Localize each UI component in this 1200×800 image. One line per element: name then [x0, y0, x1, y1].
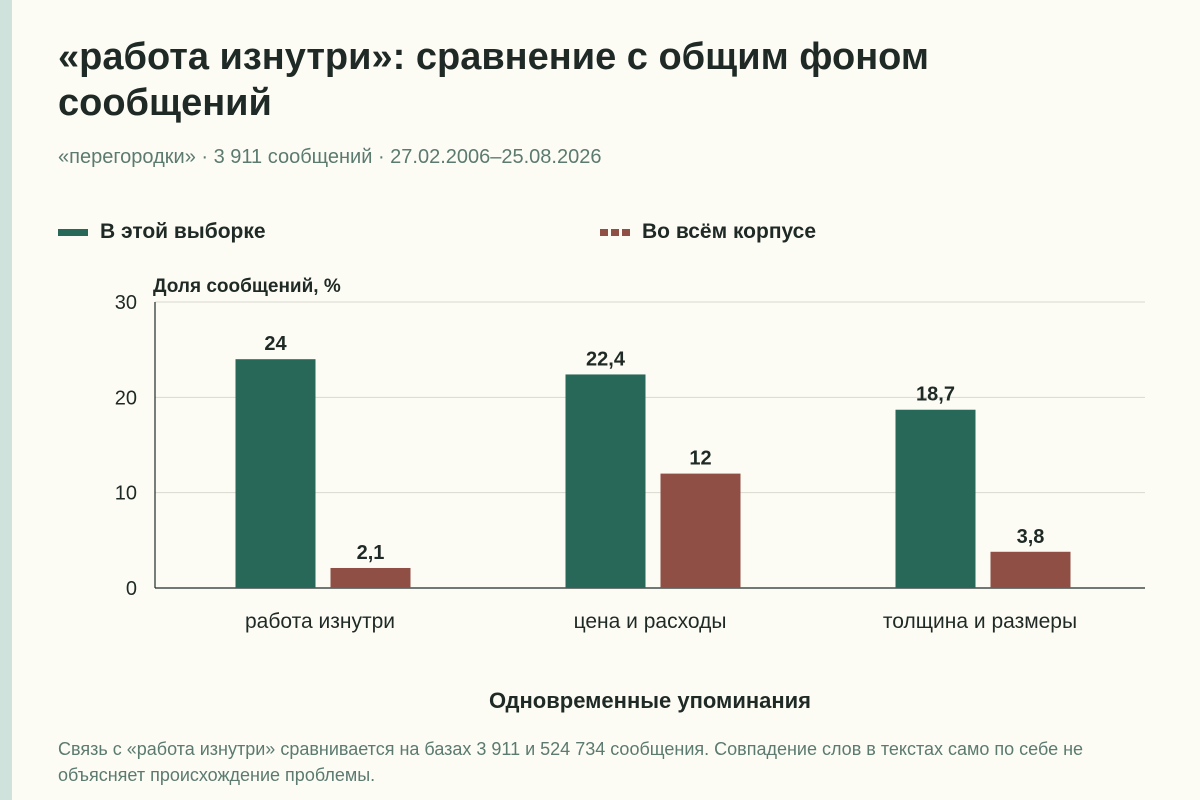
bar-chart: 0 10 20 30 Доля сообщений, % 24 2,1 работа изну…	[115, 276, 1145, 713]
bar-corpus	[990, 551, 1071, 588]
y-tick-label: 30	[115, 292, 137, 314]
legend-label-corpus: Во всём корпусе	[642, 220, 817, 243]
chart-title: «работа изнутри»: сравнение с общим фоно…	[58, 36, 929, 124]
legend-item-corpus: Во всём корпусе	[600, 220, 816, 244]
y-tick-label: 10	[115, 483, 137, 505]
x-category-label: цена и расходы	[574, 610, 727, 633]
bar-sample	[235, 359, 316, 588]
chart-subtitle: «перегородки» · 3 911 сообщений · 27.02.…	[58, 146, 602, 168]
legend-item-sample: В этой выборке	[58, 220, 266, 244]
x-category-label: работа изнутри	[245, 610, 395, 633]
bar-corpus	[660, 473, 741, 588]
y-tick-label: 20	[115, 387, 137, 409]
bar-value-label: 12	[689, 448, 711, 470]
left-accent-strip	[0, 0, 12, 800]
bar-sample	[895, 409, 976, 588]
bar-value-label: 3,8	[1017, 526, 1045, 548]
legend-label-sample: В этой выборке	[100, 220, 266, 243]
bar-value-label: 2,1	[357, 542, 385, 564]
bar-sample	[565, 374, 646, 588]
legend-swatch-sample	[58, 228, 88, 236]
bar-value-label: 22,4	[586, 348, 626, 370]
bar-value-label: 24	[264, 333, 287, 355]
y-tick-label: 0	[126, 578, 137, 600]
x-category-label: толщина и размеры	[883, 610, 1077, 633]
x-axis-label: Одновременные упоминания	[489, 688, 811, 713]
bar-corpus	[330, 567, 411, 588]
legend-swatch-corpus	[600, 228, 630, 236]
y-axis-label: Доля сообщений, %	[153, 276, 341, 297]
footnote: Связь с «работа изнутри» сравнивается на…	[58, 739, 1084, 785]
bar-value-label: 18,7	[916, 384, 955, 406]
